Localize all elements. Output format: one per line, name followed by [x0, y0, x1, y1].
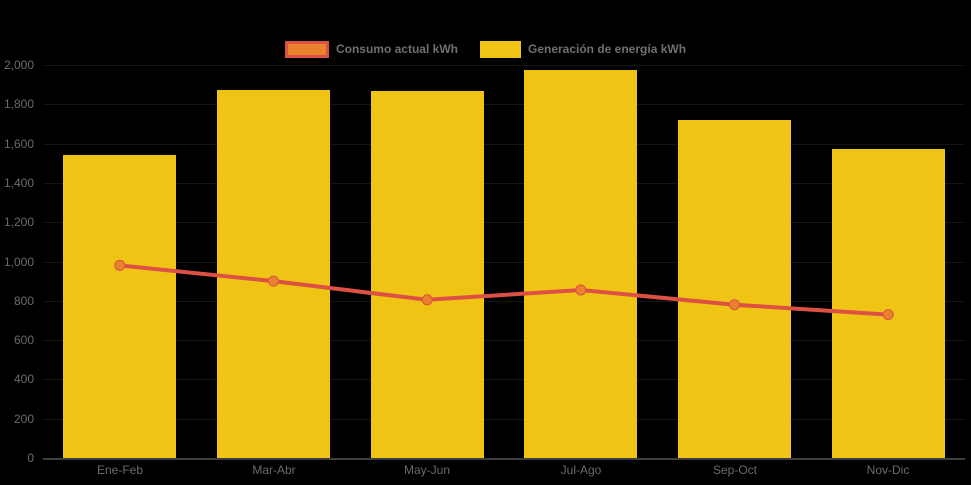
line-point-Nov-Dic[interactable] — [882, 309, 894, 321]
y-axis-tick-1,200: 1,200 — [3, 215, 34, 230]
line-point-May-Jun[interactable] — [421, 294, 433, 306]
gridline-600 — [43, 340, 965, 341]
legend: Consumo actual kWh Generación de energía… — [0, 39, 971, 59]
y-axis-tick-1,400: 1,400 — [3, 175, 34, 190]
y-axis-tick-800: 800 — [13, 293, 34, 308]
y-axis-tick-1,600: 1,600 — [3, 136, 34, 151]
legend-item-consumo-actual[interactable]: Consumo actual kWh — [284, 40, 458, 58]
line-point-Ene-Feb[interactable] — [114, 259, 126, 271]
gridline-2,000 — [43, 65, 965, 66]
gridline-800 — [43, 301, 965, 302]
gridline-1,400 — [43, 183, 965, 184]
x-axis-tick-Jul-Ago: Jul-Ago — [560, 463, 602, 477]
consumo-line-path — [119, 263, 889, 317]
x-axis-tick-Nov-Dic: Nov-Dic — [866, 463, 910, 477]
line-point-Jul-Ago[interactable] — [575, 284, 587, 296]
y-axis-tick-400: 400 — [13, 372, 34, 387]
bar-Mar-Abr[interactable] — [217, 90, 330, 458]
y-axis-tick-0: 0 — [27, 451, 34, 465]
y-axis-tick-600: 600 — [13, 333, 34, 348]
x-axis-line — [43, 458, 965, 460]
bar-Nov-Dic[interactable] — [832, 149, 945, 458]
y-axis-tick-2,000: 2,000 — [3, 58, 34, 72]
bar-Ene-Feb[interactable] — [63, 155, 176, 458]
gridline-1,800 — [43, 104, 965, 105]
legend-swatch-generacion-icon — [479, 40, 521, 58]
legend-item-generacion-energia[interactable]: Generación de energía kWh — [479, 40, 687, 58]
x-axis-tick-Ene-Feb: Ene-Feb — [96, 463, 144, 477]
bar-May-Jun[interactable] — [371, 91, 484, 458]
legend-label-consumo: Consumo actual kWh — [335, 42, 458, 56]
gridline-1,200 — [43, 222, 965, 223]
y-axis-tick-200: 200 — [13, 411, 34, 426]
gridline-200 — [43, 419, 965, 420]
gridline-400 — [43, 379, 965, 380]
bar-Sep-Oct[interactable] — [678, 120, 791, 458]
line-point-Sep-Oct[interactable] — [729, 299, 740, 311]
gridline-1,600 — [43, 144, 965, 145]
legend-swatch-consumo-icon — [284, 40, 329, 58]
y-axis-tick-1,800: 1,800 — [3, 97, 34, 112]
x-axis-tick-Sep-Oct: Sep-Oct — [712, 463, 757, 477]
x-axis-tick-Mar-Abr: Mar-Abr — [252, 463, 296, 477]
bar-Jul-Ago[interactable] — [524, 70, 637, 458]
y-axis-tick-1,000: 1,000 — [3, 254, 34, 269]
x-axis-tick-May-Jun: May-Jun — [403, 463, 450, 477]
legend-label-generacion: Generación de energía kWh — [527, 42, 687, 56]
line-point-Mar-Abr[interactable] — [268, 275, 279, 287]
gridline-1,000 — [43, 262, 965, 263]
